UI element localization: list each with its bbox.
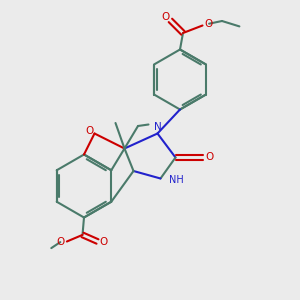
Text: NH: NH	[169, 175, 184, 185]
Text: N: N	[154, 122, 162, 133]
Text: O: O	[205, 152, 213, 162]
Text: O: O	[204, 19, 213, 29]
Text: O: O	[99, 237, 108, 247]
Text: O: O	[162, 12, 170, 22]
Text: O: O	[56, 237, 64, 247]
Text: O: O	[85, 126, 93, 136]
